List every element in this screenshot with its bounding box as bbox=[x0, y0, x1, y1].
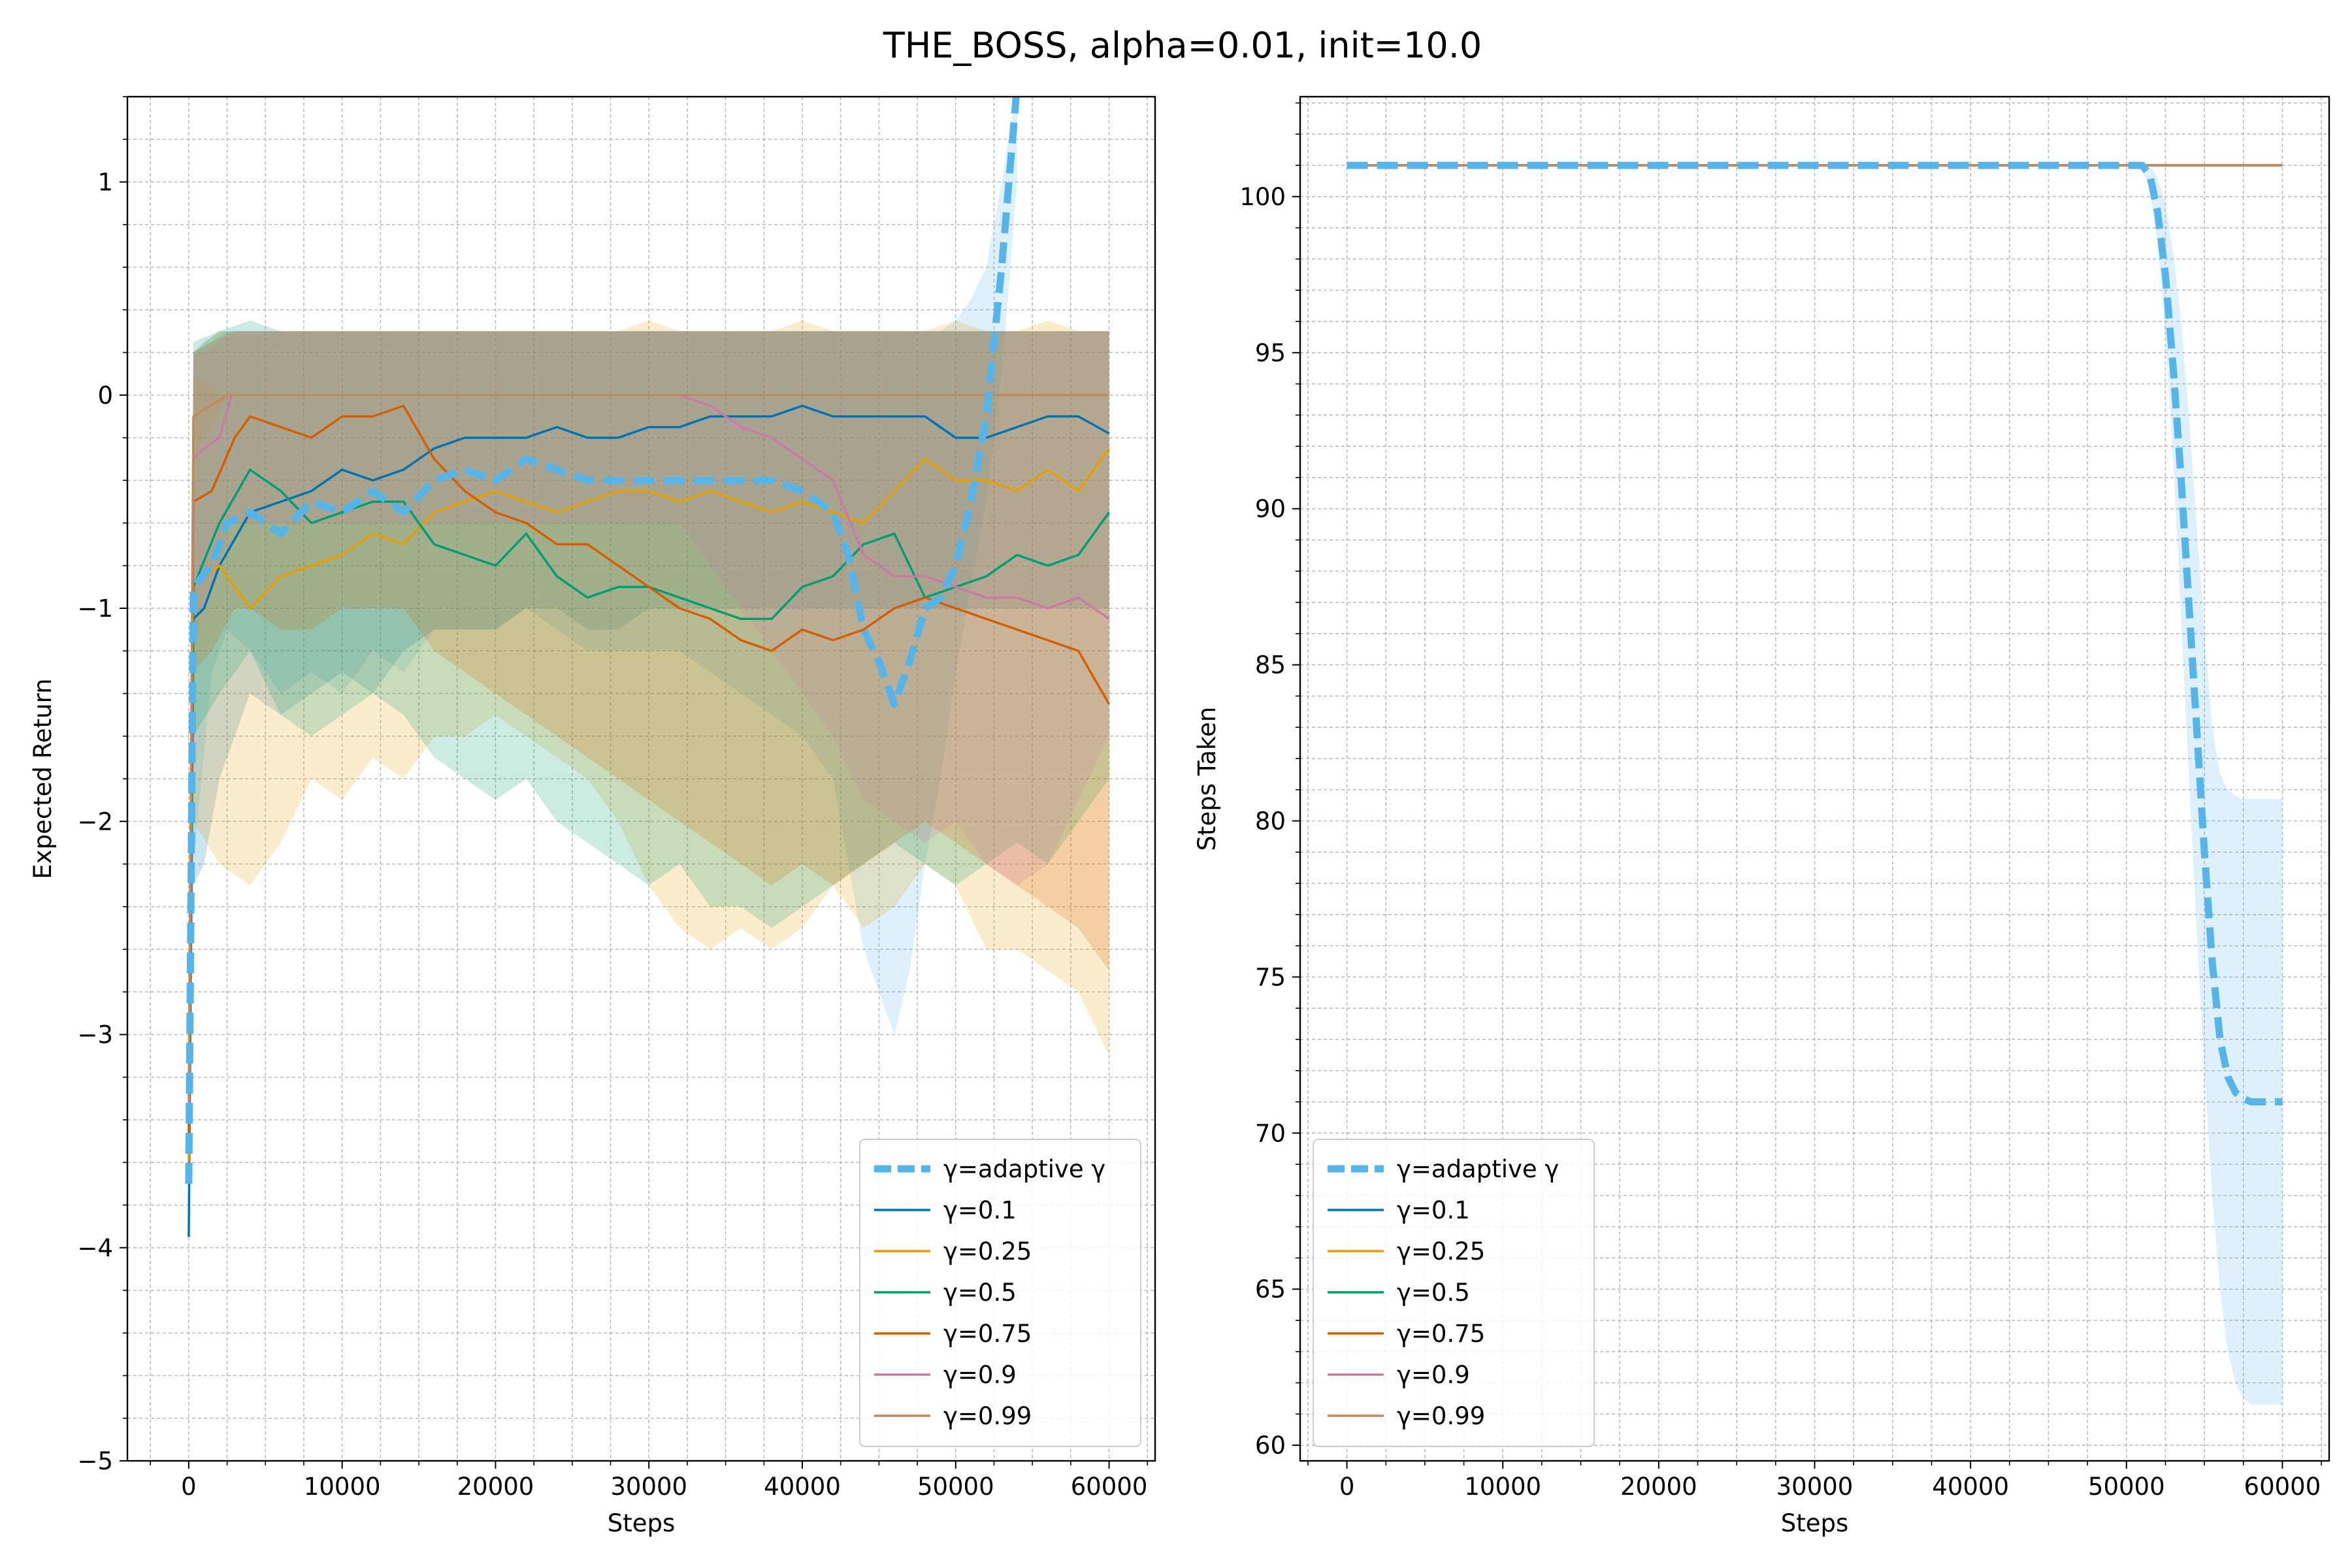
legend-label: γ=adaptive γ bbox=[1397, 1155, 1559, 1183]
x-tick-label: 40000 bbox=[1932, 1473, 2009, 1501]
series-line-g0_1 bbox=[188, 404, 1110, 1237]
series-line-adaptive bbox=[1347, 161, 2283, 1105]
x-tick-label: 50000 bbox=[917, 1473, 994, 1501]
x-tick-label: 50000 bbox=[2088, 1473, 2165, 1501]
x-tick-label: 30000 bbox=[1776, 1473, 1854, 1501]
series-line-g0_9 bbox=[188, 394, 1110, 1120]
legend: γ=adaptive γ γ=0.1 γ=0.25 γ=0.5 γ=0.75 γ=0.9 γ… bbox=[1313, 1139, 1595, 1447]
legend-label: γ=0.1 bbox=[1397, 1196, 1470, 1224]
series-line-adaptive bbox=[185, 97, 1020, 1184]
y-tick-label: 80 bbox=[1255, 808, 1286, 836]
legend-label: γ=0.9 bbox=[943, 1361, 1017, 1389]
y-tick-label: 85 bbox=[1255, 651, 1286, 679]
y-tick-label: 60 bbox=[1255, 1431, 1286, 1460]
legend-label: γ=0.75 bbox=[943, 1320, 1032, 1348]
series-lines bbox=[1347, 161, 2283, 1105]
confidence-bands bbox=[188, 97, 1109, 1237]
y-axis-label: Expected Return bbox=[29, 678, 57, 879]
band-g0_75 bbox=[188, 331, 1109, 1141]
figure-title: THE_BOSS, alpha=0.01, init=10.0 bbox=[883, 25, 1482, 66]
band-adaptive bbox=[188, 97, 1017, 1184]
x-tick-label: 0 bbox=[181, 1473, 197, 1501]
y-tick-label: 0 bbox=[97, 382, 113, 410]
x-tick-label: 20000 bbox=[457, 1473, 534, 1501]
x-tick-label: 40000 bbox=[764, 1473, 841, 1501]
series-line-g0_75 bbox=[188, 404, 1111, 1141]
right-chart-panel: 0 10000 20000 30000 40000 50000 60000 60 65 70 75 8… bbox=[1193, 95, 2330, 1537]
y-tick-label: 90 bbox=[1255, 495, 1286, 523]
legend-box bbox=[1313, 1139, 1595, 1447]
x-tick-label: 60000 bbox=[1071, 1473, 1148, 1501]
y-axis-label: Steps Taken bbox=[1193, 707, 1221, 851]
legend-label: γ=0.99 bbox=[943, 1402, 1032, 1430]
x-ticks: 0 10000 20000 30000 40000 50000 60000 bbox=[150, 1461, 1149, 1501]
series-lines bbox=[185, 97, 1111, 1237]
y-tick-label: 65 bbox=[1255, 1275, 1286, 1303]
series-line-g0_5 bbox=[188, 468, 1111, 1141]
legend-label: γ=adaptive γ bbox=[943, 1155, 1105, 1183]
y-tick-label: −1 bbox=[77, 595, 113, 623]
band-g0_5 bbox=[188, 320, 1109, 1141]
legend-label: γ=0.25 bbox=[1397, 1237, 1485, 1266]
legend: γ=adaptive γ γ=0.1 γ=0.25 γ=0.5 γ=0.75 γ=0.9 γ… bbox=[859, 1139, 1141, 1447]
y-tick-label: −3 bbox=[77, 1021, 113, 1049]
x-axis-label: Steps bbox=[608, 1509, 676, 1537]
x-tick-label: 10000 bbox=[1464, 1473, 1541, 1501]
y-tick-label: 95 bbox=[1255, 339, 1286, 367]
legend-label: γ=0.1 bbox=[943, 1196, 1017, 1224]
x-tick-label: 60000 bbox=[2244, 1473, 2321, 1501]
x-tick-label: 20000 bbox=[1620, 1473, 1697, 1501]
x-axis-label: Steps bbox=[1781, 1509, 1849, 1537]
band-g0_25 bbox=[188, 320, 1109, 1163]
y-tick-label: 70 bbox=[1255, 1119, 1286, 1147]
x-tick-label: 30000 bbox=[610, 1473, 687, 1501]
x-tick-label: 10000 bbox=[304, 1473, 381, 1501]
band-g0_1 bbox=[188, 331, 1109, 1237]
y-tick-label: −5 bbox=[77, 1447, 113, 1475]
y-tick-label: −2 bbox=[77, 808, 113, 836]
legend-label: γ=0.25 bbox=[943, 1237, 1032, 1266]
y-tick-label: 1 bbox=[97, 169, 113, 197]
y-tick-label: 75 bbox=[1255, 963, 1286, 991]
legend-label: γ=0.5 bbox=[943, 1279, 1017, 1307]
y-ticks: 60 65 70 75 80 85 90 95 100 bbox=[1239, 102, 1300, 1460]
x-ticks: 0 10000 20000 30000 40000 50000 60000 bbox=[1307, 1461, 2322, 1501]
legend-label: γ=0.9 bbox=[1397, 1361, 1470, 1389]
x-tick-label: 0 bbox=[1339, 1473, 1355, 1501]
legend-box bbox=[859, 1139, 1141, 1447]
y-tick-label: −4 bbox=[77, 1234, 113, 1262]
legend-label: γ=0.75 bbox=[1397, 1320, 1485, 1348]
series-line-g0_25 bbox=[188, 448, 1111, 1163]
left-chart-panel: 0 10000 20000 30000 40000 50000 60000−5−4−3−2−… bbox=[29, 95, 1156, 1537]
band-g0_9 bbox=[188, 331, 1109, 1120]
legend-label: γ=0.5 bbox=[1397, 1279, 1470, 1307]
y-ticks: −5 −4 −3 −2 −1 0 1 bbox=[77, 96, 127, 1475]
y-tick-label: 100 bbox=[1239, 183, 1286, 211]
legend-label: γ=0.99 bbox=[1397, 1402, 1485, 1430]
